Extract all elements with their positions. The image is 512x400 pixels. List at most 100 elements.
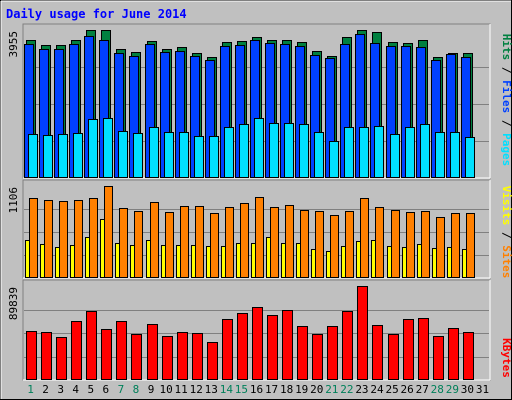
x-tick-label-13: 13: [205, 383, 218, 396]
legend-separator: /: [500, 225, 512, 245]
max-label-visits-sites: 1106: [7, 187, 20, 214]
bar-pages-28: [435, 132, 445, 178]
bar-sites-26: [406, 212, 415, 278]
bar-kbytes-5: [86, 311, 97, 380]
bar-sites-14: [225, 207, 234, 278]
bar-pages-2: [43, 135, 53, 178]
bar-kbytes-15: [237, 313, 248, 380]
bar-sites-30: [466, 213, 475, 278]
bar-sites-21: [330, 215, 339, 278]
x-tick-label-21: 21: [325, 383, 338, 396]
legend-separator: /: [500, 60, 512, 80]
bar-kbytes-12: [192, 333, 203, 380]
bar-kbytes-29: [448, 328, 459, 380]
x-tick-label-30: 30: [461, 383, 474, 396]
bar-kbytes-27: [418, 318, 429, 380]
bar-kbytes-11: [177, 332, 188, 380]
bar-pages-24: [374, 126, 384, 178]
max-label-kbytes: 89839: [7, 287, 20, 320]
bar-kbytes-6: [101, 329, 112, 380]
bar-kbytes-3: [56, 337, 67, 380]
bar-kbytes-30: [463, 332, 474, 380]
bar-kbytes-16: [252, 307, 263, 380]
x-tick-label-5: 5: [87, 383, 94, 396]
bar-sites-11: [180, 206, 189, 278]
bar-kbytes-1: [26, 331, 37, 380]
bar-kbytes-25: [388, 334, 399, 380]
x-tick-label-19: 19: [295, 383, 308, 396]
bar-sites-16: [255, 197, 264, 278]
x-tick-label-17: 17: [265, 383, 278, 396]
x-tick-label-31: 31: [476, 383, 489, 396]
bar-sites-22: [345, 211, 354, 278]
legend-item-pages: Pages: [500, 133, 512, 166]
bar-kbytes-10: [162, 336, 173, 380]
x-tick-label-29: 29: [446, 383, 459, 396]
bar-pages-26: [405, 127, 415, 178]
bar-kbytes-2: [41, 332, 52, 380]
max-label-hits-files-pages: 3955: [7, 31, 20, 58]
bar-sites-8: [134, 211, 143, 278]
x-tick-label-26: 26: [401, 383, 414, 396]
bar-sites-20: [315, 211, 324, 278]
bar-pages-5: [88, 119, 98, 178]
legend-visits-sites: Visits / Sites: [500, 186, 512, 279]
x-tick-label-25: 25: [385, 383, 398, 396]
bar-pages-17: [269, 123, 279, 178]
bar-pages-16: [254, 118, 264, 178]
x-tick-label-27: 27: [416, 383, 429, 396]
bar-sites-17: [270, 207, 279, 278]
bar-kbytes-19: [297, 326, 308, 380]
legend-item-kbytes: KBytes: [500, 338, 512, 378]
bar-sites-7: [119, 208, 128, 278]
bar-pages-11: [179, 132, 189, 178]
bar-sites-10: [165, 212, 174, 278]
bar-pages-6: [103, 118, 113, 178]
x-tick-label-15: 15: [235, 383, 248, 396]
bar-kbytes-20: [312, 334, 323, 380]
bar-kbytes-24: [372, 325, 383, 380]
bar-kbytes-8: [131, 334, 142, 380]
bar-sites-29: [451, 213, 460, 278]
x-tick-label-22: 22: [340, 383, 353, 396]
bar-pages-10: [164, 132, 174, 178]
bar-pages-8: [133, 133, 143, 178]
x-tick-label-24: 24: [370, 383, 384, 396]
bar-pages-9: [149, 127, 159, 178]
bar-pages-3: [58, 134, 68, 178]
bar-sites-23: [360, 198, 369, 278]
legend-hits-files-pages: Hits / Files / Pages: [500, 34, 512, 167]
chart-title: Daily usage for June 2014: [6, 7, 187, 21]
bar-sites-1: [29, 198, 38, 278]
bar-kbytes-23: [357, 286, 368, 380]
bar-sites-19: [300, 210, 309, 278]
bar-kbytes-21: [327, 326, 338, 380]
x-tick-label-14: 14: [220, 383, 234, 396]
bar-kbytes-17: [267, 315, 278, 380]
legend-separator: /: [500, 113, 512, 133]
x-tick-label-7: 7: [118, 383, 125, 396]
bar-sites-6: [104, 186, 113, 278]
legend-item-visits: Visits: [500, 186, 512, 226]
legend-item-hits: Hits: [500, 34, 512, 61]
bar-kbytes-18: [282, 310, 293, 380]
bar-kbytes-7: [116, 321, 127, 380]
bar-sites-27: [421, 211, 430, 278]
bar-sites-13: [210, 213, 219, 278]
bar-pages-22: [344, 127, 354, 178]
bar-pages-23: [359, 127, 369, 178]
x-tick-label-10: 10: [159, 383, 172, 396]
legend-kbytes: KBytes: [500, 338, 512, 378]
bar-sites-15: [240, 203, 249, 278]
bar-pages-1: [28, 134, 38, 178]
bar-sites-2: [44, 200, 53, 278]
bar-sites-9: [150, 202, 159, 278]
bar-pages-13: [209, 136, 219, 178]
bar-sites-18: [285, 205, 294, 278]
bar-pages-19: [299, 124, 309, 178]
bar-kbytes-28: [433, 336, 444, 380]
bar-sites-4: [74, 200, 83, 278]
bar-kbytes-14: [222, 319, 233, 380]
